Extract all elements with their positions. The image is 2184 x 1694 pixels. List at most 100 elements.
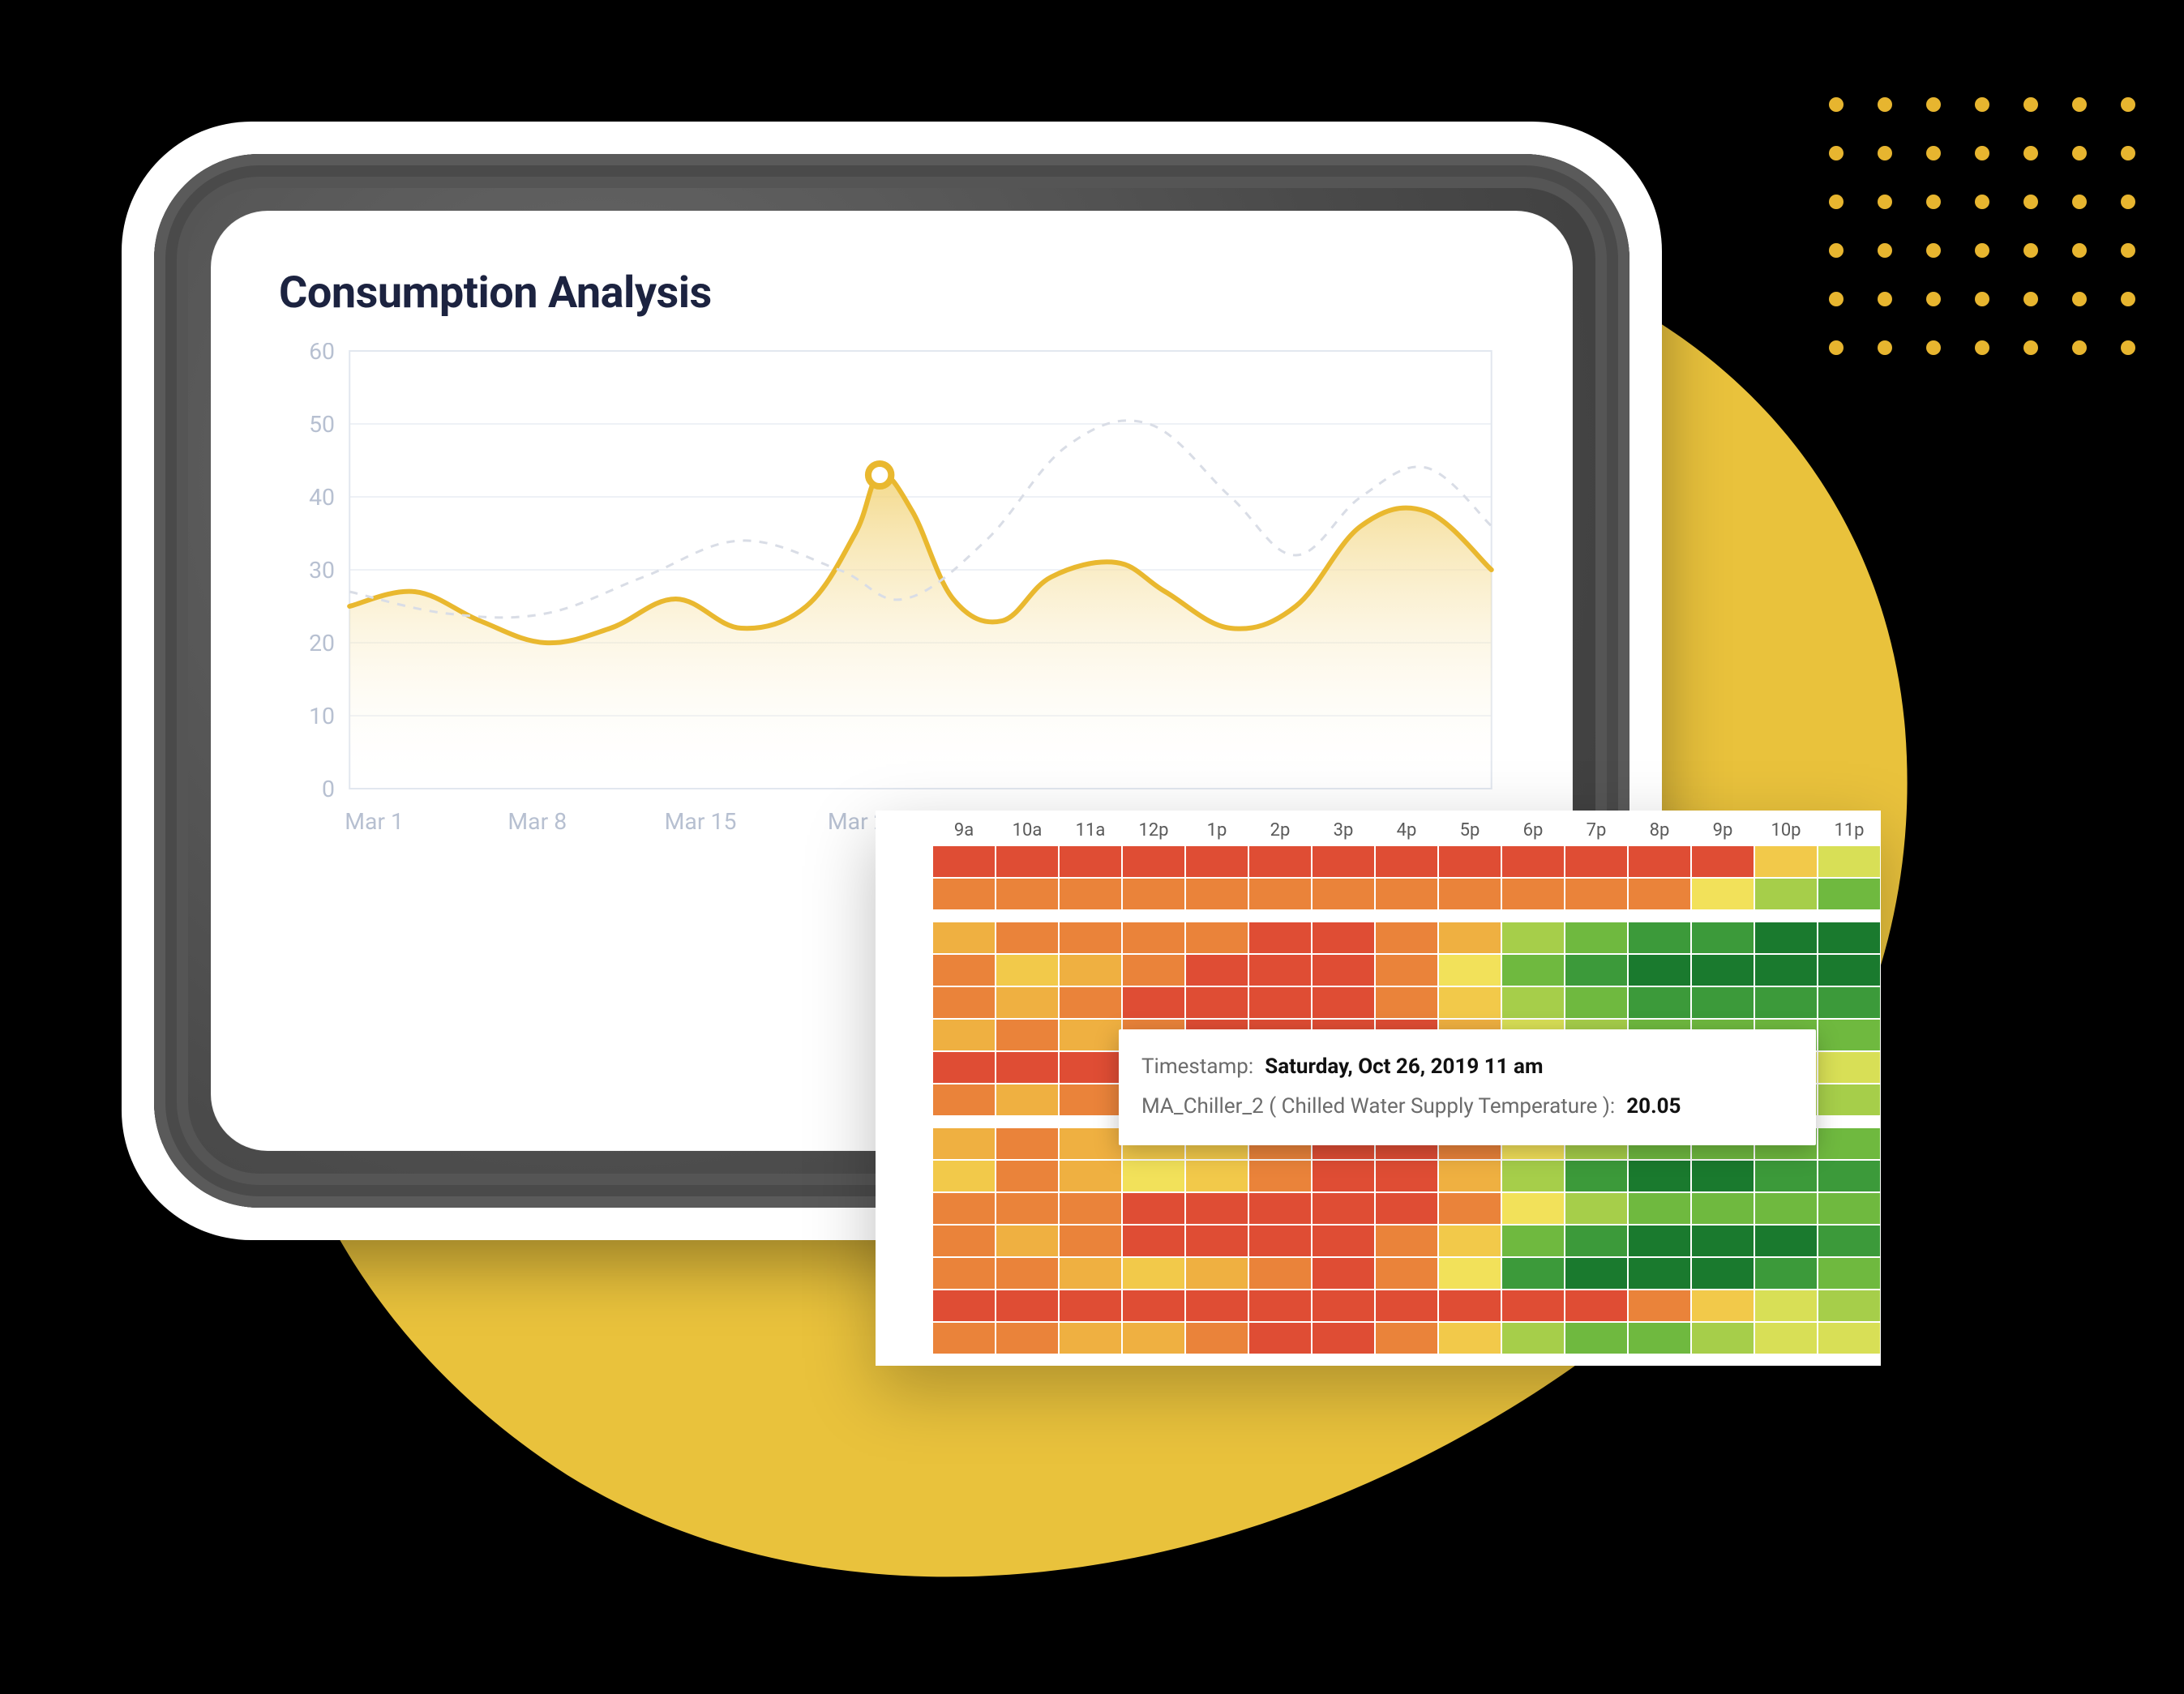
heatmap-cell[interactable]: [1818, 1160, 1881, 1192]
heatmap-cell[interactable]: [1312, 878, 1375, 910]
heatmap-cell[interactable]: [1438, 1225, 1501, 1257]
heatmap-cell[interactable]: [1565, 1160, 1628, 1192]
heatmap-cell[interactable]: [1501, 986, 1565, 1019]
heatmap-cell[interactable]: [1628, 986, 1691, 1019]
heatmap-cell[interactable]: [1438, 1160, 1501, 1192]
heatmap-cell[interactable]: [1628, 922, 1691, 954]
heatmap-cell[interactable]: [1818, 878, 1881, 910]
heatmap-cell[interactable]: [1691, 1192, 1754, 1225]
heatmap-cell[interactable]: [1248, 1257, 1312, 1290]
heatmap-cell[interactable]: [1059, 954, 1122, 986]
heatmap-cell[interactable]: [1501, 1290, 1565, 1322]
heatmap-cell[interactable]: [932, 1192, 996, 1225]
heatmap-cell[interactable]: [1818, 1019, 1881, 1051]
heatmap-cell[interactable]: [1185, 1192, 1248, 1225]
heatmap-cell[interactable]: [1059, 1160, 1122, 1192]
heatmap-cell[interactable]: [1628, 1225, 1691, 1257]
heatmap-cell[interactable]: [1501, 1257, 1565, 1290]
heatmap-cell[interactable]: [1122, 845, 1185, 878]
heatmap-cell[interactable]: [1818, 1084, 1881, 1116]
heatmap-cell[interactable]: [1375, 1225, 1438, 1257]
heatmap-cell[interactable]: [1818, 1322, 1881, 1354]
heatmap-cell[interactable]: [1185, 1290, 1248, 1322]
heatmap-cell[interactable]: [1248, 1192, 1312, 1225]
heatmap-cell[interactable]: [996, 1084, 1059, 1116]
heatmap-cell[interactable]: [1059, 1192, 1122, 1225]
heatmap-cell[interactable]: [1185, 845, 1248, 878]
heatmap-cell[interactable]: [1059, 1225, 1122, 1257]
heatmap-cell[interactable]: [1122, 1257, 1185, 1290]
heatmap-cell[interactable]: [1312, 1257, 1375, 1290]
heatmap-cell[interactable]: [1754, 1192, 1818, 1225]
heatmap-cell[interactable]: [1438, 1290, 1501, 1322]
heatmap-cell[interactable]: [1185, 954, 1248, 986]
heatmap-cell[interactable]: [1312, 986, 1375, 1019]
heatmap-cell[interactable]: [932, 1127, 996, 1160]
heatmap-cell[interactable]: [1059, 1290, 1122, 1322]
heatmap-cell[interactable]: [1565, 986, 1628, 1019]
heatmap-cell[interactable]: [1185, 1225, 1248, 1257]
heatmap-cell[interactable]: [932, 1160, 996, 1192]
heatmap-cell[interactable]: [1818, 922, 1881, 954]
heatmap-cell[interactable]: [1312, 1225, 1375, 1257]
heatmap-cell[interactable]: [1375, 845, 1438, 878]
heatmap-cell[interactable]: [1122, 878, 1185, 910]
heatmap-cell[interactable]: [1818, 1257, 1881, 1290]
heatmap-cell[interactable]: [1438, 1192, 1501, 1225]
heatmap-cell[interactable]: [1501, 954, 1565, 986]
heatmap-cell[interactable]: [1754, 1322, 1818, 1354]
heatmap-cell[interactable]: [1059, 1127, 1122, 1160]
heatmap-cell[interactable]: [1565, 1225, 1628, 1257]
heatmap-cell[interactable]: [996, 1257, 1059, 1290]
heatmap-cell[interactable]: [1059, 1051, 1122, 1084]
heatmap-cell[interactable]: [1691, 878, 1754, 910]
heatmap-cell[interactable]: [1185, 878, 1248, 910]
heatmap-cell[interactable]: [1754, 1290, 1818, 1322]
heatmap-cell[interactable]: [1122, 1160, 1185, 1192]
heatmap-cell[interactable]: [1691, 1322, 1754, 1354]
heatmap-cell[interactable]: [932, 878, 996, 910]
heatmap-cell[interactable]: [1248, 954, 1312, 986]
heatmap-cell[interactable]: [1565, 1257, 1628, 1290]
heatmap-cell[interactable]: [1818, 986, 1881, 1019]
heatmap-cell[interactable]: [1438, 845, 1501, 878]
heatmap-cell[interactable]: [996, 1127, 1059, 1160]
heatmap-cell[interactable]: [1628, 845, 1691, 878]
heatmap-cell[interactable]: [932, 1225, 996, 1257]
heatmap-cell[interactable]: [1754, 922, 1818, 954]
heatmap-cell[interactable]: [1818, 845, 1881, 878]
heatmap-cell[interactable]: [1248, 878, 1312, 910]
heatmap-cell[interactable]: [996, 1192, 1059, 1225]
heatmap-cell[interactable]: [1628, 1160, 1691, 1192]
heatmap-cell[interactable]: [996, 1225, 1059, 1257]
heatmap-cell[interactable]: [932, 954, 996, 986]
heatmap-cell[interactable]: [1691, 1290, 1754, 1322]
heatmap-cell[interactable]: [1122, 1290, 1185, 1322]
heatmap-cell[interactable]: [996, 954, 1059, 986]
heatmap-cell[interactable]: [1438, 1322, 1501, 1354]
heatmap-cell[interactable]: [1122, 1322, 1185, 1354]
heatmap-cell[interactable]: [1375, 986, 1438, 1019]
heatmap-cell[interactable]: [1691, 986, 1754, 1019]
heatmap-cell[interactable]: [1185, 1257, 1248, 1290]
heatmap-cell[interactable]: [1691, 922, 1754, 954]
heatmap-cell[interactable]: [1438, 986, 1501, 1019]
heatmap-cell[interactable]: [932, 1019, 996, 1051]
heatmap-cell[interactable]: [1185, 986, 1248, 1019]
heatmap-cell[interactable]: [1059, 1084, 1122, 1116]
heatmap-cell[interactable]: [1312, 1160, 1375, 1192]
heatmap-cell[interactable]: [1565, 878, 1628, 910]
heatmap-cell[interactable]: [1818, 1127, 1881, 1160]
heatmap-cell[interactable]: [1375, 1290, 1438, 1322]
heatmap-cell[interactable]: [1248, 1322, 1312, 1354]
heatmap-cell[interactable]: [1122, 1192, 1185, 1225]
heatmap-cell[interactable]: [1438, 878, 1501, 910]
heatmap-cell[interactable]: [932, 1290, 996, 1322]
heatmap-cell[interactable]: [1818, 954, 1881, 986]
heatmap-cell[interactable]: [1375, 878, 1438, 910]
heatmap-cell[interactable]: [1501, 1192, 1565, 1225]
heatmap-cell[interactable]: [1248, 1225, 1312, 1257]
heatmap-cell[interactable]: [1122, 1225, 1185, 1257]
heatmap-cell[interactable]: [1691, 1225, 1754, 1257]
heatmap-cell[interactable]: [1501, 1322, 1565, 1354]
